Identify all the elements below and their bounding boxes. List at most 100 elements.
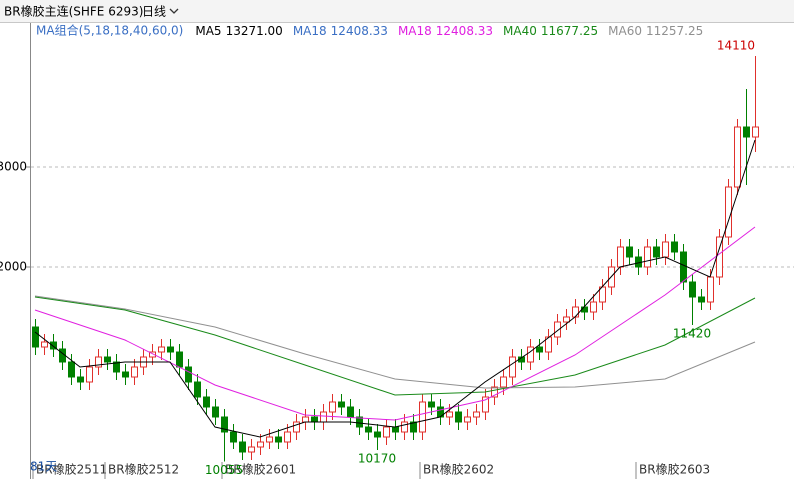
legend-name: MA18	[293, 24, 327, 38]
candle-body	[77, 376, 84, 383]
candle-body	[626, 246, 633, 258]
candle-body	[617, 246, 624, 268]
candle-body	[500, 376, 507, 388]
candle-body	[419, 401, 426, 433]
candle-body	[383, 426, 390, 438]
legend-entry: MA40 11677.25	[503, 24, 598, 38]
candle-body	[689, 281, 696, 298]
candle-body	[221, 416, 228, 433]
candle-body	[68, 361, 75, 378]
extreme-label: 11420	[673, 327, 711, 341]
ma-line	[34, 139, 756, 438]
legend-value: 11677.25	[541, 24, 598, 38]
legend-value: 12408.33	[331, 24, 388, 38]
candle-body	[293, 421, 300, 433]
candle-body	[653, 246, 660, 258]
x-tick-label: BR橡胶2602	[423, 462, 494, 477]
candle-body	[320, 411, 327, 423]
candle-body	[743, 126, 750, 138]
candle-body	[527, 346, 534, 363]
indicator-label: MA组合(5,18,18,40,60,0)	[36, 23, 183, 38]
ma-line	[34, 296, 756, 396]
candle-body	[554, 321, 561, 338]
candle-body	[95, 356, 102, 368]
y-tick-label: 13000	[0, 160, 27, 174]
extreme-label: 10170	[358, 452, 396, 466]
candle-body	[491, 386, 498, 398]
candle-body	[509, 356, 516, 378]
candle-body	[707, 276, 714, 303]
candle-body	[662, 241, 669, 258]
candle-body	[104, 356, 111, 363]
candle-body	[365, 426, 372, 433]
candle-body	[644, 246, 651, 268]
x-tick-label: BR橡胶2603	[639, 462, 710, 477]
legend-entry: MA5 13271.00	[195, 24, 282, 38]
candle-body	[698, 296, 705, 303]
y-tick-label: 12000	[0, 260, 27, 274]
candle-body	[158, 346, 165, 353]
legend-entry: MA18 12408.33	[293, 24, 388, 38]
legend-value: 12408.33	[436, 24, 493, 38]
day-count: 81天	[30, 460, 57, 474]
instrument-title[interactable]: BR橡胶主连(SHFE 6293)	[4, 4, 143, 19]
legend-entry: MA18 12408.33	[398, 24, 493, 38]
candle-body	[248, 446, 255, 453]
candle-body	[113, 361, 120, 373]
period-selector[interactable]: 日线	[142, 5, 166, 19]
header-bar	[0, 0, 794, 22]
candle-body	[356, 416, 363, 428]
candle-body	[122, 371, 129, 378]
legend-value: 11257.25	[646, 24, 703, 38]
ma-line	[34, 226, 756, 421]
candle-body	[590, 301, 597, 313]
extreme-label: 10055	[205, 463, 243, 477]
candle-body	[572, 306, 579, 318]
candle-body	[464, 416, 471, 423]
candle-body	[311, 416, 318, 423]
candle-body	[671, 241, 678, 253]
candle-body	[329, 401, 336, 413]
candle-body	[284, 431, 291, 443]
candle-body	[338, 401, 345, 408]
candle-body	[230, 431, 237, 443]
candle-body	[725, 186, 732, 238]
candle-body	[32, 326, 39, 348]
candle-body	[50, 341, 57, 350]
legend-name: MA60	[608, 24, 642, 38]
ma-line	[34, 295, 756, 389]
legend-name: MA18	[398, 24, 432, 38]
candle-body	[86, 366, 93, 383]
x-tick-label: BR橡胶2511	[36, 462, 107, 477]
candle-body	[536, 346, 543, 353]
candle-body	[680, 251, 687, 283]
candle-body	[752, 126, 759, 138]
candle-body	[203, 396, 210, 408]
dropdown-icon[interactable]	[169, 8, 179, 14]
candle-body	[212, 406, 219, 418]
legend-name: MA40	[503, 24, 537, 38]
candle-body	[374, 431, 381, 438]
x-tick-label: BR橡胶2601	[225, 462, 296, 477]
candle-body	[446, 411, 453, 418]
legend-value: 13271.00	[226, 24, 283, 38]
candle-body	[473, 411, 480, 418]
candle-body	[401, 421, 408, 433]
candle-body	[194, 381, 201, 398]
candle-body	[176, 351, 183, 368]
candle-body	[239, 441, 246, 453]
candle-body	[563, 316, 570, 323]
candle-body	[149, 351, 156, 358]
candle-body	[455, 411, 462, 423]
candle-body	[392, 426, 399, 433]
candle-body	[410, 421, 417, 433]
candle-body	[302, 416, 309, 423]
legend-entry: MA60 11257.25	[608, 24, 703, 38]
candle-body	[734, 126, 741, 188]
x-tick-label: BR橡胶2512	[108, 462, 179, 477]
candle-body	[275, 436, 282, 443]
candle-body	[41, 341, 48, 348]
candle-body	[347, 406, 354, 418]
candle-body	[257, 441, 264, 448]
